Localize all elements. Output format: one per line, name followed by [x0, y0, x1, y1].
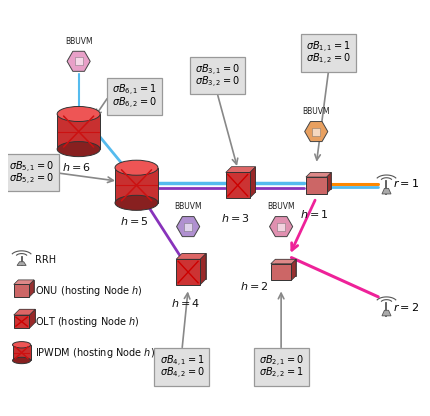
Polygon shape	[19, 309, 35, 322]
Text: $\sigma B_{3,1}=0$: $\sigma B_{3,1}=0$	[195, 62, 240, 77]
Polygon shape	[17, 262, 26, 265]
Polygon shape	[326, 173, 331, 193]
Text: OLT (hosting Node $h$): OLT (hosting Node $h$)	[35, 314, 140, 329]
Text: ONU (hosting Node $h$): ONU (hosting Node $h$)	[35, 284, 143, 297]
Text: BBUVM: BBUVM	[174, 202, 202, 211]
Polygon shape	[271, 259, 296, 264]
Polygon shape	[310, 173, 331, 189]
Ellipse shape	[57, 141, 100, 157]
Text: IPWDM (hosting Node $h$): IPWDM (hosting Node $h$)	[35, 346, 155, 359]
Text: $h=5$: $h=5$	[120, 215, 149, 227]
Bar	[12, 345, 31, 361]
Text: $r=2$: $r=2$	[393, 301, 419, 313]
FancyBboxPatch shape	[3, 154, 58, 191]
Text: $\sigma B_{1,1}=1$: $\sigma B_{1,1}=1$	[306, 40, 351, 55]
Text: $h=4$: $h=4$	[172, 297, 201, 309]
Text: $h=1$: $h=1$	[300, 208, 329, 220]
Text: $r=1$: $r=1$	[393, 177, 419, 189]
Ellipse shape	[115, 196, 158, 210]
Polygon shape	[14, 280, 34, 285]
Ellipse shape	[12, 342, 31, 348]
Bar	[14, 285, 30, 297]
FancyBboxPatch shape	[254, 349, 309, 386]
FancyBboxPatch shape	[301, 35, 356, 72]
Polygon shape	[382, 188, 391, 194]
Bar	[176, 259, 200, 285]
Text: $\sigma B_{5,1}=0$: $\sigma B_{5,1}=0$	[9, 160, 53, 175]
Polygon shape	[292, 259, 296, 280]
FancyBboxPatch shape	[190, 57, 245, 94]
Polygon shape	[231, 167, 255, 192]
FancyBboxPatch shape	[154, 349, 209, 386]
Text: $\sigma B_{1,2}=0$: $\sigma B_{1,2}=0$	[306, 52, 351, 67]
Polygon shape	[226, 167, 255, 173]
Bar	[14, 315, 30, 328]
Polygon shape	[30, 280, 34, 297]
Bar	[306, 177, 326, 193]
Bar	[115, 168, 158, 203]
Polygon shape	[182, 253, 206, 279]
Bar	[312, 128, 320, 136]
Bar	[57, 114, 100, 149]
Bar	[74, 57, 83, 65]
Text: $\sigma B_{3,2}=0$: $\sigma B_{3,2}=0$	[195, 75, 240, 90]
Text: $\sigma B_{5,2}=0$: $\sigma B_{5,2}=0$	[9, 172, 53, 187]
Polygon shape	[18, 280, 34, 292]
Ellipse shape	[12, 357, 31, 364]
Text: BBUVM: BBUVM	[302, 107, 330, 116]
Polygon shape	[382, 310, 391, 316]
Text: $h=6$: $h=6$	[62, 161, 91, 173]
Bar	[184, 223, 192, 230]
Bar	[277, 223, 285, 230]
Text: $h=2$: $h=2$	[240, 280, 269, 292]
Text: BBUVM: BBUVM	[65, 37, 92, 46]
Text: $\sigma B_{6,1}=1$: $\sigma B_{6,1}=1$	[112, 83, 157, 98]
Text: RRH: RRH	[35, 255, 56, 265]
Polygon shape	[200, 253, 206, 285]
FancyBboxPatch shape	[107, 78, 162, 115]
Text: $\sigma B_{4,1}=1$: $\sigma B_{4,1}=1$	[160, 354, 204, 369]
Bar	[226, 173, 250, 198]
Text: $h=3$: $h=3$	[221, 212, 250, 224]
Polygon shape	[30, 309, 35, 328]
Polygon shape	[250, 167, 255, 198]
Polygon shape	[306, 173, 331, 177]
Text: $\sigma B_{6,2}=0$: $\sigma B_{6,2}=0$	[112, 96, 157, 111]
Ellipse shape	[115, 160, 158, 175]
Text: $\sigma B_{2,2}=1$: $\sigma B_{2,2}=1$	[259, 366, 304, 381]
Text: BBUVM: BBUVM	[267, 202, 295, 211]
Bar	[271, 264, 292, 280]
Polygon shape	[14, 309, 35, 315]
Text: $\sigma B_{4,2}=0$: $\sigma B_{4,2}=0$	[160, 366, 204, 381]
Polygon shape	[275, 259, 296, 276]
Polygon shape	[176, 253, 206, 259]
Ellipse shape	[57, 106, 100, 121]
Text: $\sigma B_{2,1}=0$: $\sigma B_{2,1}=0$	[259, 354, 304, 369]
